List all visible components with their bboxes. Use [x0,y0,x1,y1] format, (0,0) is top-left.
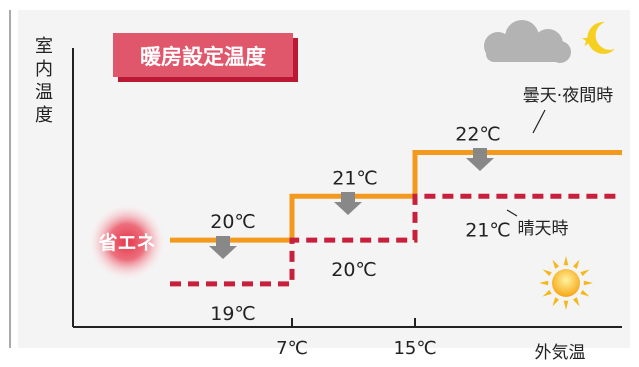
leader-line-sunny [506,209,518,217]
cloud-moon-icon [484,20,615,63]
y-label-char-3: 温 [35,82,53,103]
sun-ray [580,269,590,277]
sun-ray [542,289,552,297]
moon-icon [587,21,615,54]
eco-badge: 省エネ [87,202,167,282]
y-label-char-4: 度 [35,105,53,126]
sun-ray [572,297,580,307]
y-axis-label: 室 内 温 度 [35,36,53,126]
y-label-char-1: 室 [35,36,53,57]
sun-icon [539,256,593,310]
sun-ray [563,256,569,266]
down-arrows [209,148,494,259]
sun-ray [572,259,580,269]
sun-ray [539,280,549,286]
cloudy-value-label-1: 20℃ [210,211,256,233]
sunny-value-label-1: 19℃ [210,303,256,325]
down-arrow-icon-1 [209,236,237,259]
star-icon [582,33,596,46]
leader-line-cloudy [532,109,546,134]
eco-badge-label: 省エネ [97,232,155,254]
series-name-cloudy-night: 曇天·夜間時 [523,86,613,106]
y-label-char-2: 内 [35,59,53,80]
x-axis-label: 外気温 [535,343,586,363]
down-arrow-icon-3 [466,148,494,171]
sun-ray [542,269,552,277]
x-tick-label-15: 15℃ [393,338,436,359]
sun-ray [563,300,569,310]
series-line-sunny [170,193,622,287]
down-arrow-icon-2 [334,192,362,215]
sunny-value-label-3: 21℃ [465,219,511,241]
chart-title: 暖房設定温度 [140,45,266,69]
x-tick-label-7: 7℃ [276,338,308,359]
cloudy-value-label-3: 22℃ [455,124,501,146]
sun-ray [580,289,590,297]
sun-ray [552,259,560,269]
sunny-value-label-2: 20℃ [331,259,377,281]
sun-ray [552,297,560,307]
title-box: 暖房設定温度 [113,33,298,82]
sun-ray [583,280,593,286]
series-name-sunny: 晴天時 [518,219,569,239]
cloudy-value-label-2: 21℃ [332,167,378,189]
